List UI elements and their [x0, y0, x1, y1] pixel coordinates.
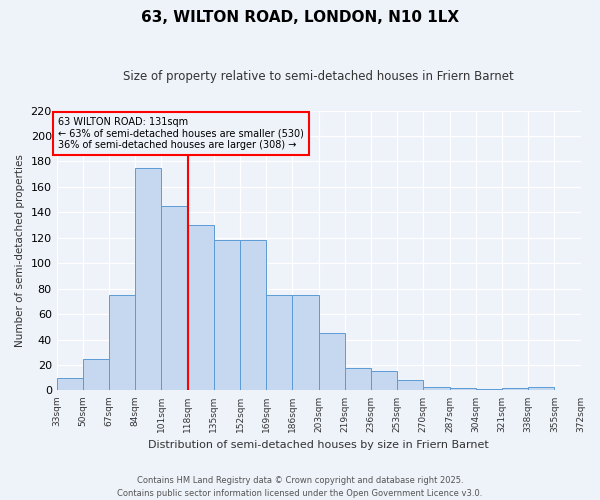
X-axis label: Distribution of semi-detached houses by size in Friern Barnet: Distribution of semi-detached houses by … — [148, 440, 489, 450]
Bar — [214, 240, 240, 390]
Bar — [319, 333, 345, 390]
Text: Contains HM Land Registry data © Crown copyright and database right 2025.
Contai: Contains HM Land Registry data © Crown c… — [118, 476, 482, 498]
Bar — [109, 295, 135, 390]
Bar — [476, 389, 502, 390]
Bar — [56, 378, 83, 390]
Bar — [449, 388, 476, 390]
Y-axis label: Number of semi-detached properties: Number of semi-detached properties — [15, 154, 25, 347]
Bar — [240, 240, 266, 390]
Bar — [266, 295, 292, 390]
Bar — [83, 358, 109, 390]
Bar — [424, 386, 449, 390]
Bar — [345, 368, 371, 390]
Bar — [371, 372, 397, 390]
Title: Size of property relative to semi-detached houses in Friern Barnet: Size of property relative to semi-detach… — [123, 70, 514, 83]
Bar — [161, 206, 188, 390]
Bar — [397, 380, 424, 390]
Bar — [188, 225, 214, 390]
Text: 63, WILTON ROAD, LONDON, N10 1LX: 63, WILTON ROAD, LONDON, N10 1LX — [141, 10, 459, 25]
Bar — [502, 388, 528, 390]
Bar — [292, 295, 319, 390]
Text: 63 WILTON ROAD: 131sqm
← 63% of semi-detached houses are smaller (530)
36% of se: 63 WILTON ROAD: 131sqm ← 63% of semi-det… — [58, 117, 304, 150]
Bar — [135, 168, 161, 390]
Bar — [528, 386, 554, 390]
